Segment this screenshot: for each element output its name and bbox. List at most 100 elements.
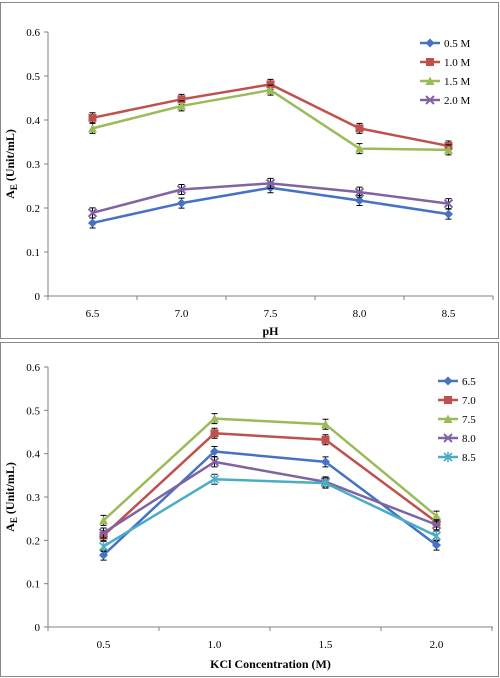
chart1-data-point: [210, 429, 219, 438]
chart0-y-tick-label: 0.1: [26, 247, 40, 259]
chart0-data-point: [177, 101, 186, 110]
chart0-legend-label: 0.5 M: [444, 38, 471, 50]
chart0-data-point: [444, 145, 453, 154]
chart0-legend-marker: [425, 76, 435, 85]
chart0-data-point: [265, 178, 276, 189]
chart1-x-tick-label: 1.5: [319, 639, 333, 651]
chart1-data-point: [210, 447, 219, 456]
chart1-legend: 6.5 7.0 7.5 8.0 8.5: [438, 376, 476, 464]
chart0-y-tick-label: 0.4: [26, 115, 40, 127]
chart1-x-tick-label: 0.5: [97, 639, 111, 651]
chart0-y-tick-label: 0.5: [26, 71, 40, 83]
chart1-data-point: [431, 520, 442, 530]
chart0-legend-label: 1.5 M: [444, 76, 471, 88]
chart1-y-tick-label: 0.1: [26, 579, 40, 591]
chart0-data-point: [266, 85, 275, 95]
chart0-data-point: [88, 113, 97, 122]
chart1-legend-marker: [443, 414, 453, 423]
chart1-series-line: [102, 432, 438, 537]
chart0-legend-label: 1.0 M: [444, 57, 471, 69]
chart0-data-point: [177, 198, 186, 208]
chart1-data-point: [321, 419, 330, 429]
chart1-legend-label: 8.0: [462, 433, 476, 445]
chart1-data-point: [209, 457, 220, 467]
chart1-y-tick-label: 0.6: [26, 362, 40, 374]
chart1-legend-marker: [443, 452, 453, 462]
chart0-data-point: [88, 218, 97, 228]
chart0-y-axis-title: AE (Unit/mL): [3, 129, 19, 199]
chart1-series-line: [102, 477, 438, 548]
chart1-legend-marker: [444, 396, 452, 404]
chart1-y-tick-label: 0: [35, 622, 41, 634]
chart1-series-4: [98, 473, 442, 552]
chart1-data-point: [431, 531, 442, 541]
chart1-data-point: [209, 474, 220, 485]
chart1-series-line: [102, 450, 438, 556]
chart1-legend-marker: [443, 433, 453, 443]
chart1-chart-border: [0, 342, 499, 677]
chart0-data-point: [176, 184, 187, 195]
chart0-data-point: [354, 187, 365, 197]
chart0-y-tick-label: 0.6: [26, 27, 40, 39]
chart1-data-point: [210, 414, 219, 423]
chart0-legend-marker: [425, 95, 435, 105]
chart1-y-tick-label: 0.4: [26, 449, 40, 461]
chart0-legend-label: 2.0 M: [444, 95, 471, 107]
chart1-legend-label: 7.5: [462, 414, 476, 426]
chart0-data-point: [88, 123, 97, 133]
chart0-series-2: [88, 84, 453, 156]
kcl-chart: 0 0.1 0.2 0.3 0.4 0.5 0.6 0.5 1.0 1.5 2.0 KCl Conce…: [0, 340, 500, 678]
chart1-series-line: [102, 460, 437, 535]
chart0-data-point: [355, 144, 364, 153]
chart0-x-axis-title: pH: [262, 324, 279, 338]
chart1-legend-label: 8.5: [462, 452, 476, 464]
chart0-series-3: [87, 177, 454, 219]
chart0-y-tick-label: 0: [35, 291, 41, 303]
chart0-x-tick-label: 7.5: [264, 308, 278, 320]
chart0-x-tick-label: 7.0: [175, 308, 189, 320]
chart1-legend-label: 6.5: [462, 376, 476, 388]
chart0-legend-marker: [426, 58, 434, 66]
chart0-chart-border: [0, 2, 499, 339]
chart0-data-point: [444, 209, 453, 219]
chart0-legend-marker: [425, 38, 435, 48]
chart1-series-2: [99, 413, 441, 526]
chart0-data-point: [266, 80, 275, 89]
chart1-data-point: [320, 478, 331, 489]
chart1-data-point: [432, 511, 441, 521]
chart0-data-point: [355, 124, 364, 133]
chart0-x-tick-label: 8.0: [353, 308, 367, 320]
ph-chart-svg: 0 0.1 0.2 0.3 0.4 0.5 0.6 6.5 7.0 7.5 8.0 8.5 pH AE (…: [0, 2, 499, 339]
chart1-data-point: [99, 550, 108, 560]
chart1-x-tick-label: 1.0: [208, 639, 222, 651]
chart1-data-point: [98, 528, 109, 538]
chart0-data-point: [87, 208, 98, 218]
chart1-y-axis-title: AE (Unit/mL): [3, 462, 19, 532]
chart0-data-point: [443, 198, 454, 209]
chart1-y-tick-label: 0.2: [26, 535, 40, 547]
ph-chart: 0 0.1 0.2 0.3 0.4 0.5 0.6 6.5 7.0 7.5 8.0 8.5 pH AE (…: [0, 2, 499, 339]
chart0-x-tick-label: 6.5: [86, 308, 100, 320]
chart1-legend-marker: [443, 376, 453, 386]
chart1-legend-label: 7.0: [462, 395, 476, 407]
chart1-y-tick-label: 0.3: [26, 492, 40, 504]
chart1-series-line: [102, 417, 438, 522]
chart1-data-point: [432, 540, 441, 550]
chart0-y-tick-label: 0.2: [26, 203, 40, 215]
chart1-data-point: [321, 435, 330, 444]
chart1-x-axis-title: KCl Concentration (M): [210, 657, 331, 671]
chart1-data-point: [98, 541, 109, 552]
chart1-y-tick-label: 0.5: [26, 405, 40, 417]
chart1-series-3: [98, 456, 442, 539]
chart0-data-point: [177, 95, 186, 104]
chart0-legend: 0.5 M 1.0 M 1.5 M 2.0 M: [420, 38, 471, 107]
chart0-x-tick-label: 8.5: [442, 308, 456, 320]
chart1-series-1: [99, 427, 441, 542]
chart1-data-point: [321, 457, 330, 467]
kcl-chart-svg: 0 0.1 0.2 0.3 0.4 0.5 0.6 0.5 1.0 1.5 2.0 KCl Conce…: [0, 342, 499, 677]
chart0-series-line: [92, 88, 449, 152]
chart0-y-tick-label: 0.3: [26, 159, 40, 171]
chart0-data-point: [355, 196, 364, 206]
chart0-series-0: [88, 182, 453, 229]
chart1-data-point: [99, 515, 108, 525]
